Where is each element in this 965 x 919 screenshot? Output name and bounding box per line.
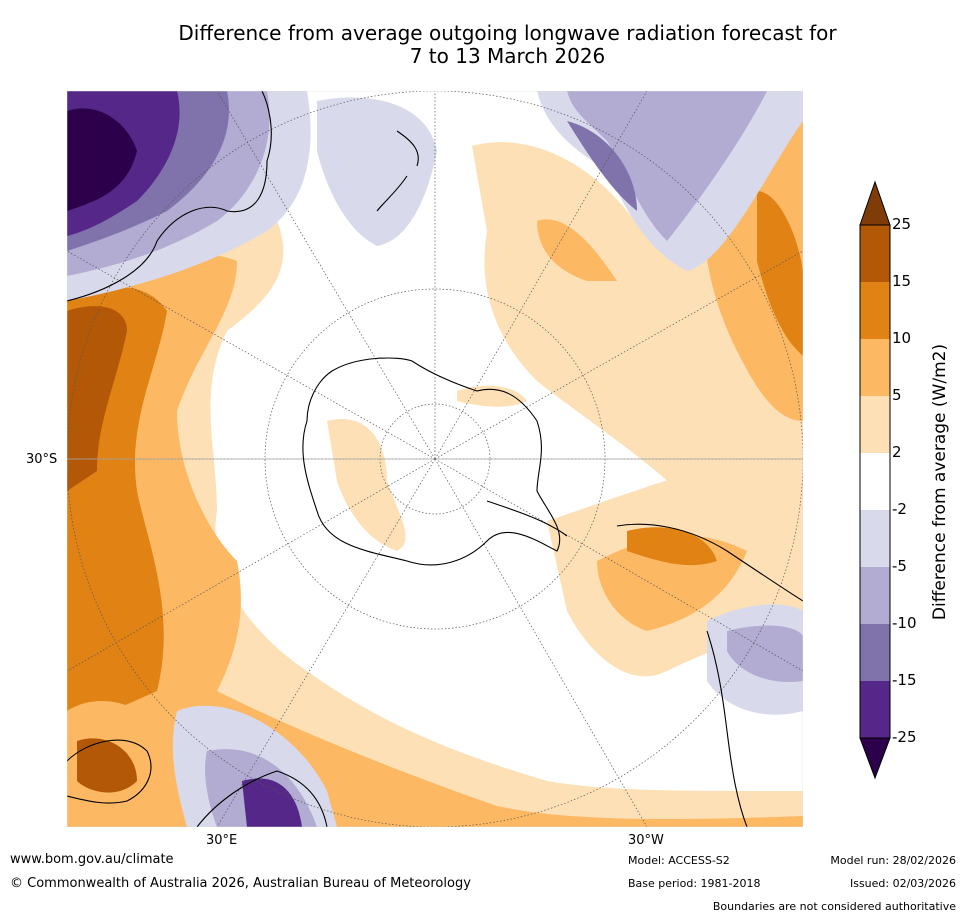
colorbar-bin-m15-m10: [860, 624, 890, 681]
colorbar-tick-2: 2: [892, 443, 902, 461]
antarctic-anomaly-light-2: [457, 385, 527, 407]
colorbar-over-arrow: [859, 180, 891, 226]
disclaimer-text: Boundaries are not considered authoritat…: [712, 900, 956, 913]
colorbar-bin-neutral: [860, 453, 890, 510]
coastlines: [67, 91, 803, 827]
colorbar-label: Difference from average (W/m2): [930, 343, 950, 621]
title-line-1: Difference from average outgoing longwav…: [178, 21, 837, 45]
colorbar-tick-m2: -2: [892, 500, 907, 518]
title-line-2: 7 to 13 March 2026: [409, 44, 606, 68]
pacific-anomaly-strong-2: [776, 276, 803, 356]
south-america-coast: [616, 523, 803, 602]
new-zealand-coast: [376, 130, 419, 212]
africa-east-coast: [196, 770, 328, 827]
pacific-anomaly-mid-2: [537, 219, 617, 281]
lat-label-30s: 30°S: [26, 452, 58, 467]
south-america-west-coast: [706, 630, 748, 827]
chart-title: Difference from average outgoing longwav…: [0, 22, 965, 68]
website-link[interactable]: www.bom.gov.au/climate: [10, 852, 174, 867]
colorbar-tick-25: 25: [892, 215, 912, 233]
colorbar-tick-m25: -25: [892, 728, 917, 746]
pacific-negative-strong: [567, 121, 637, 211]
colorbar-tick-m5: -5: [892, 557, 907, 575]
colorbar-bin-2-5: [860, 396, 890, 453]
indian-anomaly-light: [67, 221, 803, 827]
south-america-anomaly-strong: [627, 527, 717, 566]
africa-anomaly-strong: [77, 738, 137, 793]
colorbar-bin-m10-m5: [860, 567, 890, 624]
indian-anomaly-very-strong: [67, 306, 127, 491]
antarctic-peninsula-coast: [486, 500, 568, 537]
south-america-negative-mid: [727, 625, 803, 682]
colorbar-tick-15: 15: [892, 272, 912, 290]
lon-label-30e: 30°E: [206, 833, 238, 848]
lon-label-30w: 30°W: [628, 833, 664, 848]
colorbar-bin-5-10: [860, 339, 890, 396]
colorbar-bin-10-15: [860, 282, 890, 339]
polar-map: [67, 91, 803, 827]
antarctica-coast: [302, 357, 561, 566]
africa-coast: [67, 739, 152, 804]
model-text: Model: ACCESS-S2: [628, 854, 730, 867]
colorbar-under-arrow: [859, 737, 891, 780]
pacific-negative-mid: [567, 91, 767, 241]
colorbar-tick-10: 10: [892, 329, 912, 347]
colorbar-bin-15-25: [860, 225, 890, 282]
new-zealand-negative: [317, 97, 437, 246]
model-run-text: Model run: 28/02/2026: [830, 854, 956, 867]
colorbar-tick-m10: -10: [892, 614, 917, 632]
africa-negative-strong: [242, 778, 302, 827]
antarctic-anomaly-light: [327, 419, 406, 551]
graticule: [67, 91, 803, 827]
copyright-text: © Commonwealth of Australia 2026, Austra…: [10, 876, 471, 891]
colorbar-bin-m25-m15: [860, 681, 890, 738]
australia-negative-extreme: [67, 108, 137, 211]
colorbar: [859, 180, 891, 780]
colorbar-tick-5: 5: [892, 386, 902, 404]
colorbar-tick-m15: -15: [892, 671, 917, 689]
australia-coast: [67, 91, 272, 302]
issued-text: Issued: 02/03/2026: [849, 877, 956, 890]
colorbar-bin-m5-m2: [860, 510, 890, 567]
base-period-text: Base period: 1981-2018: [628, 877, 761, 890]
